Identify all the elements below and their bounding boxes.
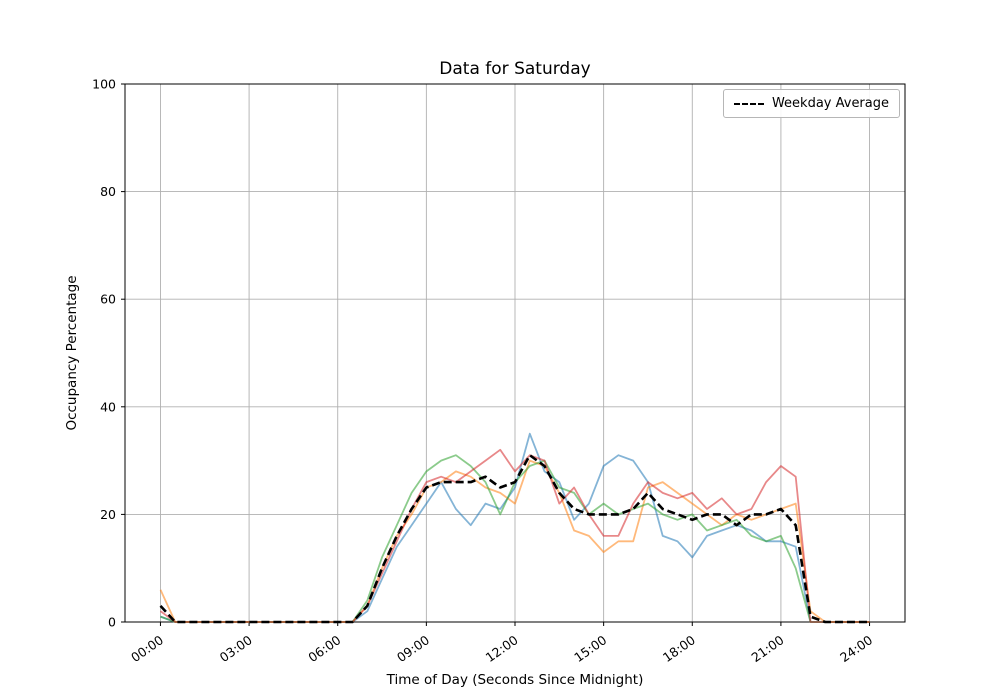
y-tick-label: 0 — [108, 615, 116, 630]
y-tick-label: 80 — [100, 184, 116, 199]
x-tick-label: 09:00 — [394, 632, 432, 665]
legend-label: Weekday Average — [771, 96, 889, 111]
dashed-line-sample — [733, 102, 764, 105]
x-tick-label: 12:00 — [483, 632, 521, 665]
y-axis-label: Occupancy Percentage — [64, 275, 80, 431]
y-tick-label: 100 — [92, 77, 116, 92]
x-tick-label: 03:00 — [217, 632, 255, 665]
x-tick-label: 15:00 — [571, 632, 609, 665]
y-tick-label: 20 — [100, 507, 116, 522]
x-tick-label: 18:00 — [660, 632, 698, 665]
y-tick-label: 60 — [100, 292, 116, 307]
legend: Weekday Average — [722, 89, 900, 118]
x-tick-label: 00:00 — [128, 632, 166, 665]
x-axis-label: Time of Day (Seconds Since Midnight) — [386, 672, 644, 688]
x-tick-label: 06:00 — [305, 632, 343, 665]
chart-title: Data for Saturday — [439, 59, 591, 79]
x-tick-label: 24:00 — [837, 632, 875, 665]
y-tick-label: 40 — [100, 399, 116, 414]
series-line-weekday-average — [159, 453, 870, 624]
x-tick-label: 21:00 — [749, 632, 787, 665]
